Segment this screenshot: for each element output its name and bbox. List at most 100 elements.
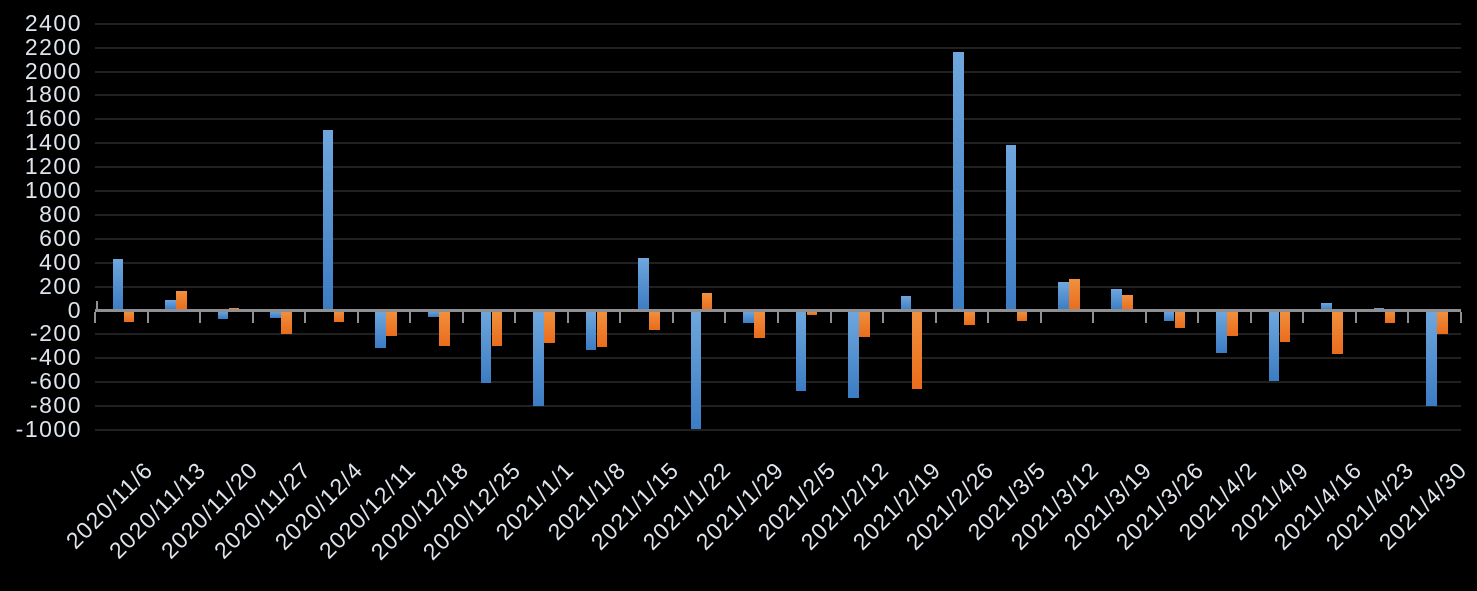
axis-tick — [1354, 312, 1357, 323]
bar-series1 — [795, 310, 807, 392]
gridline — [95, 213, 1461, 216]
y-axis-label: 1600 — [24, 105, 82, 132]
gridline — [95, 429, 1461, 431]
bar-series1 — [1216, 310, 1227, 353]
axis-tick — [882, 312, 885, 323]
gridline — [95, 46, 1461, 49]
bar-series2 — [964, 310, 975, 326]
gridline — [95, 190, 1461, 192]
bar-series1 — [848, 310, 859, 398]
gridline — [95, 333, 1461, 336]
bar-series2 — [386, 310, 397, 336]
y-axis-label: 0 — [67, 296, 82, 323]
gridline — [95, 118, 1461, 121]
axis-tick — [671, 312, 674, 323]
axis-tick — [96, 300, 98, 311]
x-axis-line — [95, 309, 1461, 312]
bar-series2 — [439, 310, 450, 347]
y-axis-label: 400 — [39, 248, 82, 275]
y-axis-label: -600 — [29, 368, 82, 395]
bar-series1 — [480, 310, 492, 384]
bar-series1 — [1268, 310, 1280, 381]
gridline — [95, 70, 1461, 73]
bar-series2 — [1227, 310, 1238, 336]
bar-series1 — [1005, 144, 1017, 311]
bar-series2 — [701, 293, 713, 311]
gridline — [95, 261, 1461, 264]
bar-series2 — [649, 310, 660, 331]
bar-series1 — [1163, 310, 1175, 322]
gridline — [95, 142, 1461, 145]
axis-tick — [199, 312, 202, 323]
bar-series2 — [911, 310, 923, 389]
axis-tick — [777, 312, 779, 323]
axis-tick — [1407, 312, 1410, 323]
axis-tick — [1039, 312, 1042, 323]
axis-tick — [94, 312, 96, 323]
bar-series1 — [217, 310, 229, 320]
bar-series1 — [322, 130, 334, 311]
gridline — [95, 381, 1461, 384]
axis-tick — [829, 312, 832, 323]
bar-series2 — [491, 310, 503, 347]
gridline — [95, 94, 1461, 97]
bar-series1 — [165, 300, 176, 311]
axis-tick — [356, 312, 359, 323]
bar-series1 — [953, 52, 964, 311]
bar-series2 — [281, 310, 292, 334]
y-axis-label: 200 — [39, 272, 82, 299]
bar-series1 — [1058, 282, 1069, 311]
axis-tick — [146, 312, 149, 323]
axis-tick — [1144, 312, 1147, 323]
bar-series1 — [585, 310, 597, 350]
bar-series2 — [596, 310, 608, 347]
bar-series2 — [806, 310, 818, 315]
gridline — [95, 237, 1461, 240]
bar-series2 — [176, 290, 187, 311]
bar-series1 — [638, 257, 649, 311]
axis-tick — [304, 312, 307, 323]
gridline — [95, 22, 1461, 25]
axis-tick — [514, 312, 517, 323]
axis-tick — [1249, 312, 1252, 323]
bar-series1 — [270, 310, 281, 318]
gridline — [95, 285, 1461, 288]
y-axis-label: -200 — [29, 320, 82, 347]
bar-series1 — [533, 310, 544, 406]
bar-series2 — [1384, 310, 1396, 324]
y-axis-label: 2400 — [24, 9, 82, 36]
bar-series2 — [754, 310, 765, 338]
axis-tick — [1302, 312, 1305, 323]
y-axis-label: 2000 — [24, 57, 82, 84]
bar-series1 — [1321, 303, 1332, 311]
bar-series1 — [690, 310, 702, 430]
bar-series2 — [1332, 310, 1343, 355]
bar-series2 — [228, 307, 240, 311]
axis-tick — [619, 312, 622, 323]
bar-series2 — [1174, 310, 1186, 329]
gridline — [95, 357, 1461, 360]
y-axis-label: -400 — [29, 344, 82, 371]
bar-series2 — [1279, 310, 1291, 342]
bar-series2 — [544, 310, 555, 343]
bar-series1 — [375, 310, 386, 349]
bar-series1 — [1426, 310, 1437, 406]
axis-tick — [566, 312, 569, 323]
gridline — [95, 166, 1461, 169]
y-axis-label: 800 — [39, 200, 82, 227]
bar-series2 — [1437, 310, 1448, 335]
bar-series2 — [1016, 310, 1028, 322]
axis-tick — [934, 312, 937, 323]
axis-tick — [1092, 312, 1095, 323]
y-axis-label: -1000 — [15, 416, 82, 442]
y-axis-label: 1800 — [24, 81, 82, 108]
bar-series2 — [859, 310, 870, 337]
bar-series1 — [1111, 288, 1122, 311]
y-axis-label: 1400 — [24, 129, 82, 156]
y-axis-label: 1000 — [24, 177, 82, 203]
y-axis-label: -800 — [29, 392, 82, 419]
bar-series1 — [428, 310, 439, 318]
y-axis-label: 2200 — [24, 33, 82, 60]
